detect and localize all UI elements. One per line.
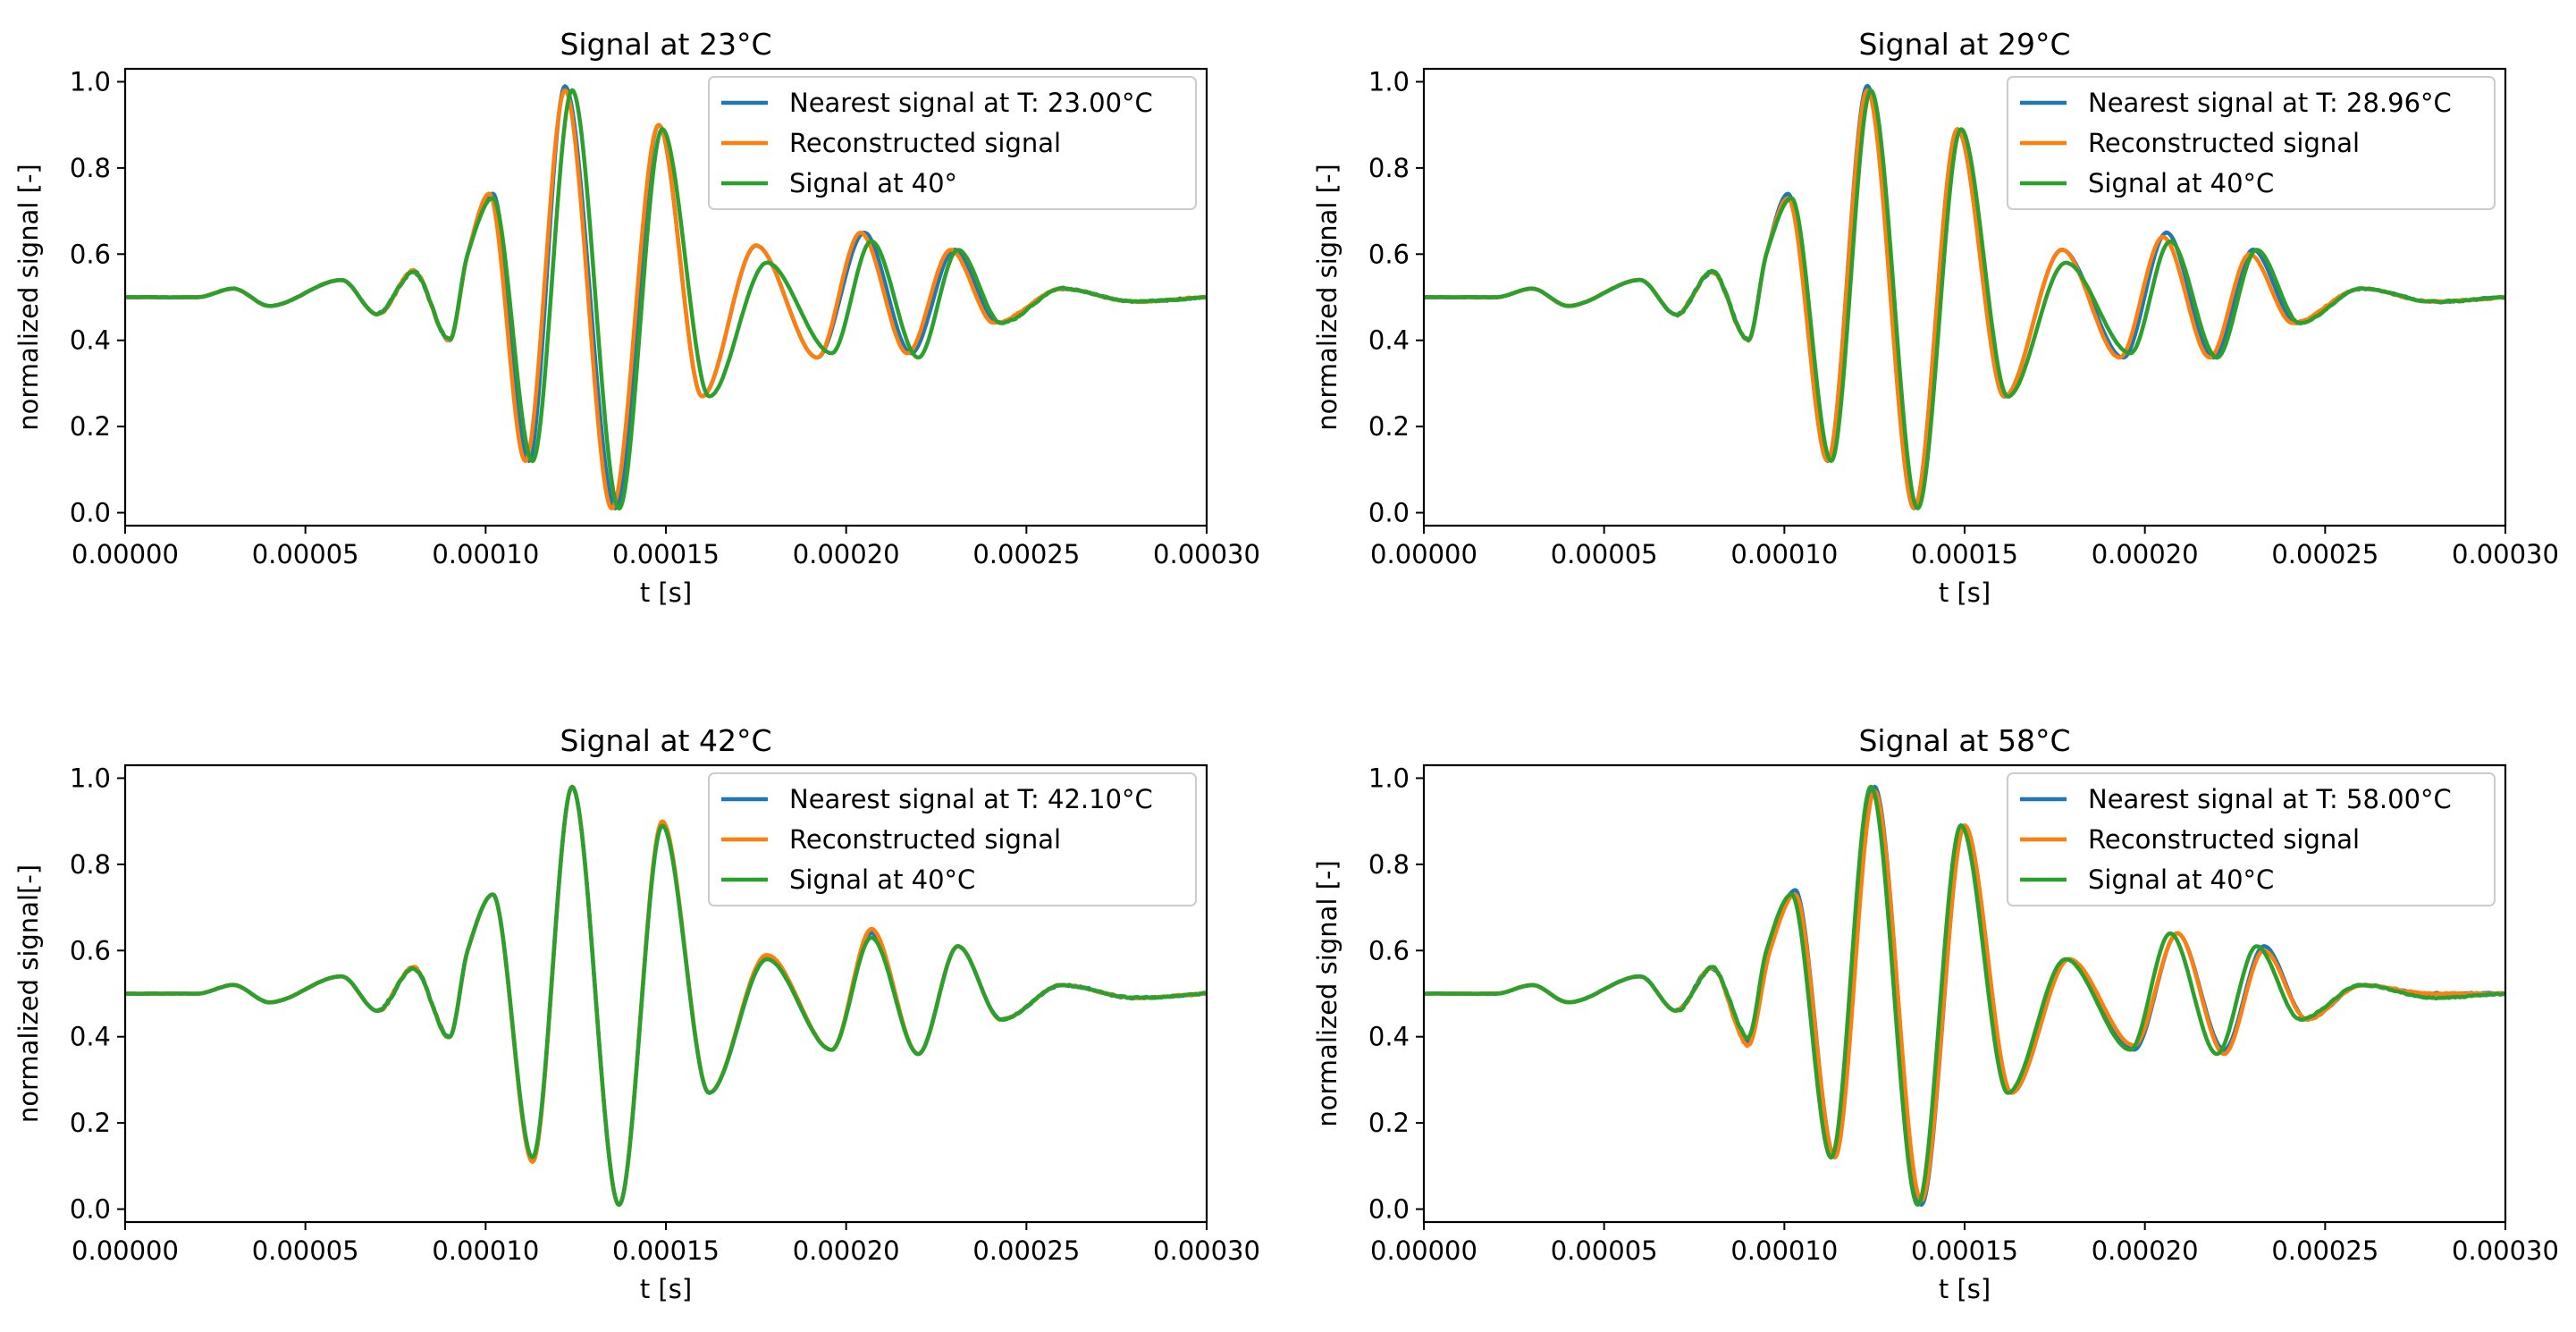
subplot-1: Signal at 23°C 0.00000 0.00005 0.00010 0.000… [13, 27, 1260, 608]
y-tick-label: 0.0 [1368, 1194, 1410, 1225]
x-tick-label: 0.00025 [2271, 1235, 2378, 1266]
subplot-3: Signal at 42°C 0.00000 0.00005 0.00010 0.000… [13, 723, 1260, 1304]
y-axis-label: normalized signal [-] [1312, 860, 1343, 1126]
x-axis-label: t [s] [640, 577, 692, 608]
legend-label: Reconstructed signal [789, 128, 1061, 158]
y-tick-label: 1.0 [1368, 66, 1410, 97]
y-tick-label: 1.0 [70, 763, 111, 793]
legend: Nearest signal at T: 58.00°C Reconstructe… [2007, 772, 2496, 906]
legend-box [2007, 76, 2496, 210]
legend-label: Reconstructed signal [2088, 824, 2360, 855]
subplot-title: Signal at 23°C [560, 27, 771, 62]
x-tick-label: 0.00015 [612, 539, 720, 569]
series-line-3 [1424, 88, 2505, 510]
subplot-title: Signal at 58°C [1858, 723, 2070, 758]
y-tick-label: 0.0 [1368, 498, 1410, 528]
y-tick-label: 0.6 [70, 935, 111, 965]
legend-box [2007, 772, 2496, 906]
y-tick-label: 0.8 [70, 849, 111, 880]
plot-lines [125, 84, 1207, 511]
x-tick-label: 0.00020 [793, 1235, 900, 1266]
y-axis-label: normalized signal [-] [13, 164, 44, 430]
legend: Nearest signal at T: 28.96°C Reconstructe… [2007, 76, 2496, 210]
y-tick-label: 0.2 [70, 1108, 111, 1138]
x-tick-label: 0.00000 [1370, 1235, 1477, 1266]
legend-label: Signal at 40° [789, 168, 957, 198]
legend: Nearest signal at T: 42.10°C Reconstructe… [708, 772, 1197, 906]
series-line-3 [1424, 784, 2505, 1207]
plot-lines [1424, 784, 2505, 1207]
y-tick-label: 0.0 [70, 498, 111, 528]
y-tick-label: 0.6 [1368, 935, 1410, 965]
y-tick-label: 0.6 [1368, 239, 1410, 269]
y-tick-label: 0.6 [70, 239, 111, 269]
y-axis-label: normalized signal[-] [13, 864, 44, 1123]
x-tick-label: 0.00015 [612, 1235, 720, 1266]
legend-label: Signal at 40°C [2088, 168, 2274, 198]
x-tick-label: 0.00025 [2271, 539, 2378, 569]
x-axis-label: t [s] [640, 1274, 692, 1304]
x-tick-label: 0.00020 [793, 539, 900, 569]
x-tick-label: 0.00010 [1730, 1235, 1838, 1266]
legend-label: Signal at 40°C [789, 864, 975, 895]
x-tick-label: 0.00005 [1551, 539, 1658, 569]
x-tick-label: 0.00000 [72, 539, 179, 569]
x-tick-label: 0.00020 [2092, 539, 2199, 569]
legend-label: Nearest signal at T: 23.00°C [789, 88, 1153, 118]
x-tick-label: 0.00025 [972, 1235, 1080, 1266]
y-tick-label: 0.2 [1368, 411, 1410, 442]
plot-lines [1424, 83, 2505, 510]
x-tick-label: 0.00030 [1153, 539, 1260, 569]
legend-label: Nearest signal at T: 28.96°C [2088, 88, 2452, 118]
series-line-3 [125, 88, 1207, 511]
y-tick-label: 1.0 [70, 66, 111, 97]
legend-label: Nearest signal at T: 42.10°C [789, 784, 1153, 814]
y-tick-label: 0.0 [70, 1194, 111, 1225]
series-line-3 [125, 784, 1207, 1208]
legend-label: Reconstructed signal [2088, 128, 2360, 158]
x-tick-label: 0.00005 [252, 539, 359, 569]
x-tick-label: 0.00010 [432, 539, 539, 569]
subplot-2: Signal at 29°C 0.00000 0.00005 0.00010 0.000… [1312, 27, 2559, 608]
x-tick-label: 0.00030 [2452, 1235, 2559, 1266]
x-tick-label: 0.00005 [252, 1235, 359, 1266]
x-tick-label: 0.00000 [1370, 539, 1477, 569]
legend-box [708, 76, 1197, 210]
legend: Nearest signal at T: 23.00°C Reconstructe… [708, 76, 1197, 210]
x-tick-label: 0.00010 [1730, 539, 1838, 569]
legend-label: Signal at 40°C [2088, 864, 2274, 895]
x-tick-label: 0.00030 [1153, 1235, 1260, 1266]
y-tick-label: 0.2 [70, 411, 111, 442]
x-tick-label: 0.00030 [2452, 539, 2559, 569]
x-tick-label: 0.00000 [72, 1235, 179, 1266]
y-tick-label: 0.2 [1368, 1108, 1410, 1138]
y-tick-label: 0.4 [1368, 1022, 1410, 1052]
subplot-4: Signal at 58°C 0.00000 0.00005 0.00010 0.000… [1312, 723, 2559, 1304]
y-tick-label: 1.0 [1368, 763, 1410, 793]
x-tick-label: 0.00015 [1911, 1235, 2018, 1266]
y-tick-label: 0.4 [70, 1022, 111, 1052]
x-tick-label: 0.00025 [972, 539, 1080, 569]
y-tick-label: 0.8 [1368, 153, 1410, 183]
x-axis-label: t [s] [1939, 577, 1991, 608]
y-tick-label: 0.4 [1368, 325, 1410, 356]
subplot-title: Signal at 29°C [1858, 27, 2070, 62]
y-tick-label: 0.8 [1368, 849, 1410, 880]
y-tick-label: 0.8 [70, 153, 111, 183]
legend-label: Nearest signal at T: 58.00°C [2088, 784, 2452, 814]
x-tick-label: 0.00020 [2092, 1235, 2199, 1266]
x-tick-label: 0.00005 [1551, 1235, 1658, 1266]
y-tick-label: 0.4 [70, 325, 111, 356]
x-axis-label: t [s] [1939, 1274, 1991, 1304]
legend-label: Reconstructed signal [789, 824, 1061, 855]
plot-lines [125, 784, 1207, 1208]
legend-box [708, 772, 1197, 906]
x-tick-label: 0.00010 [432, 1235, 539, 1266]
x-tick-label: 0.00015 [1911, 539, 2018, 569]
subplot-title: Signal at 42°C [560, 723, 771, 758]
y-axis-label: normalized signal [-] [1312, 164, 1343, 430]
